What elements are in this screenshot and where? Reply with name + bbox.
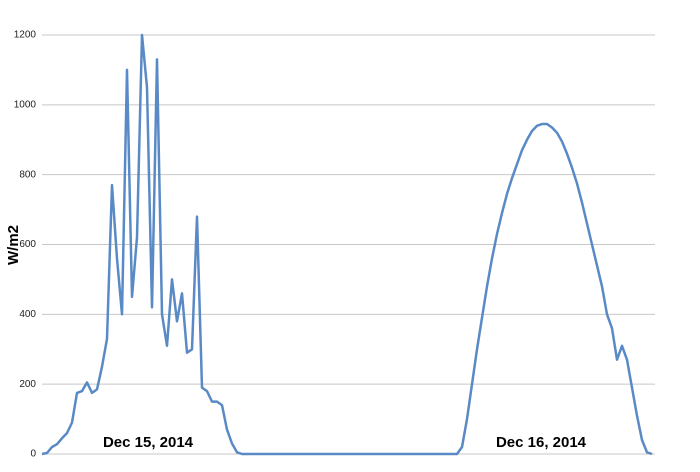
annotation: Dec 15, 2014 — [103, 434, 194, 451]
y-tick-label: 200 — [19, 379, 36, 390]
y-tick-label: 0 — [30, 449, 36, 460]
annotation: Dec 16, 2014 — [496, 434, 587, 451]
y-tick-label: 1200 — [14, 30, 37, 41]
data-line — [41, 33, 653, 456]
y-axis-label: W/m2 — [5, 225, 22, 265]
y-tick-label: 400 — [19, 309, 36, 320]
y-tick-label: 800 — [19, 169, 36, 180]
y-tick-label: 600 — [19, 239, 36, 250]
y-tick-label: 1000 — [14, 99, 37, 110]
